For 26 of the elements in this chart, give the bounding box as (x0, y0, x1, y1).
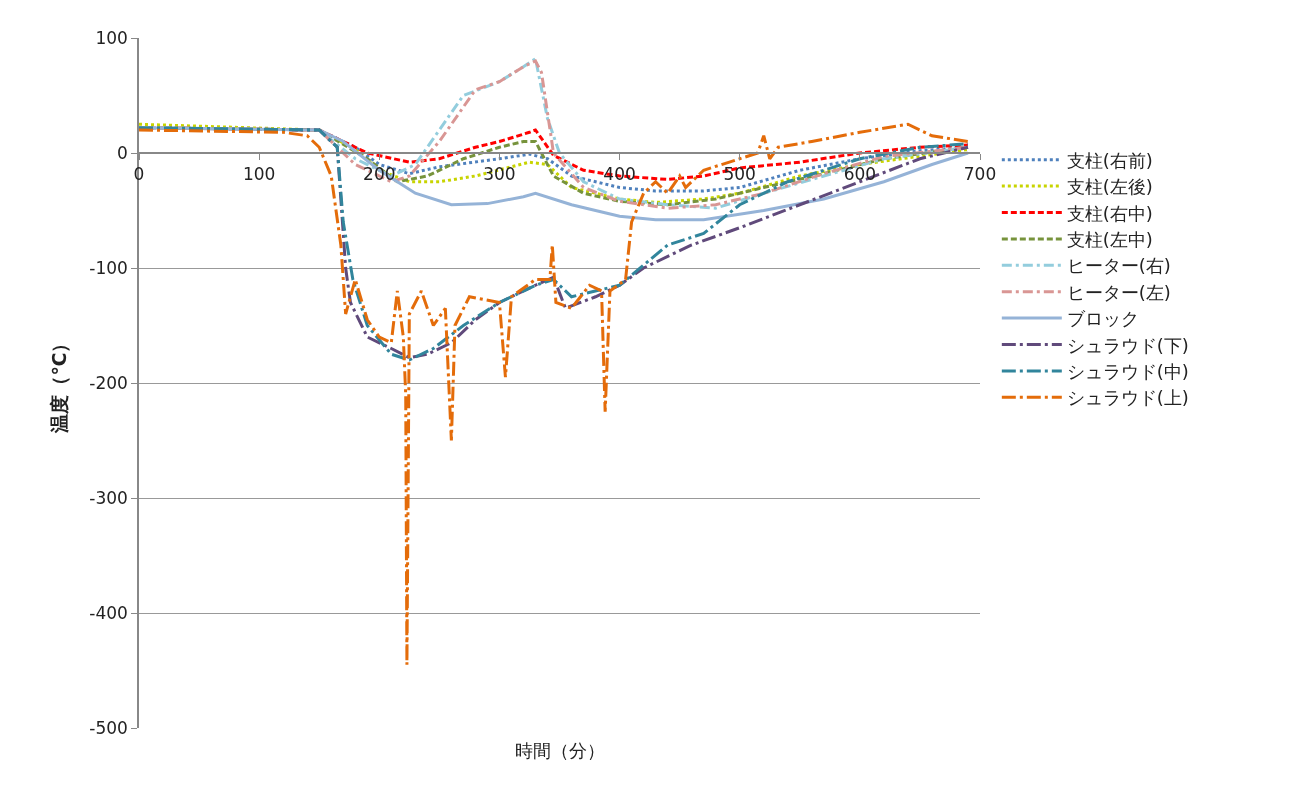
legend-label: シュラウド(上) (1066, 387, 1189, 409)
y-axis-title: 温度（℃） (47, 333, 70, 434)
x-tick-label: 600 (843, 164, 877, 185)
y-tick-label: -500 (89, 717, 128, 738)
legend-label: 支柱(右前) (1066, 149, 1153, 171)
legend-label: 支柱(左後) (1066, 176, 1153, 198)
y-tick-label: -300 (89, 487, 128, 508)
y-tick-label: -400 (89, 602, 128, 623)
x-tick-label: 100 (242, 164, 276, 185)
x-tick-label: 700 (963, 164, 997, 185)
legend-label: ヒーター(右) (1066, 255, 1171, 277)
x-tick-label: 300 (483, 164, 516, 185)
legend-label: 支柱(右中) (1066, 202, 1153, 224)
x-tick-label: 200 (363, 164, 396, 185)
y-tick-label: -100 (89, 257, 128, 278)
y-tick-label: -200 (89, 372, 128, 393)
x-tick-label: 500 (723, 164, 756, 185)
y-tick-label: 0 (117, 142, 128, 163)
legend-label: 支柱(左中) (1066, 228, 1153, 250)
legend-label: ヒーター(左) (1066, 281, 1171, 303)
x-axis-title: 時間（分） (515, 740, 605, 761)
x-tick-label: 0 (133, 164, 145, 185)
legend-label: ブロック (1066, 308, 1139, 330)
y-tick-label: 100 (95, 27, 128, 48)
legend-label: シュラウド(中) (1066, 360, 1189, 382)
legend-label: シュラウド(下) (1066, 334, 1189, 356)
